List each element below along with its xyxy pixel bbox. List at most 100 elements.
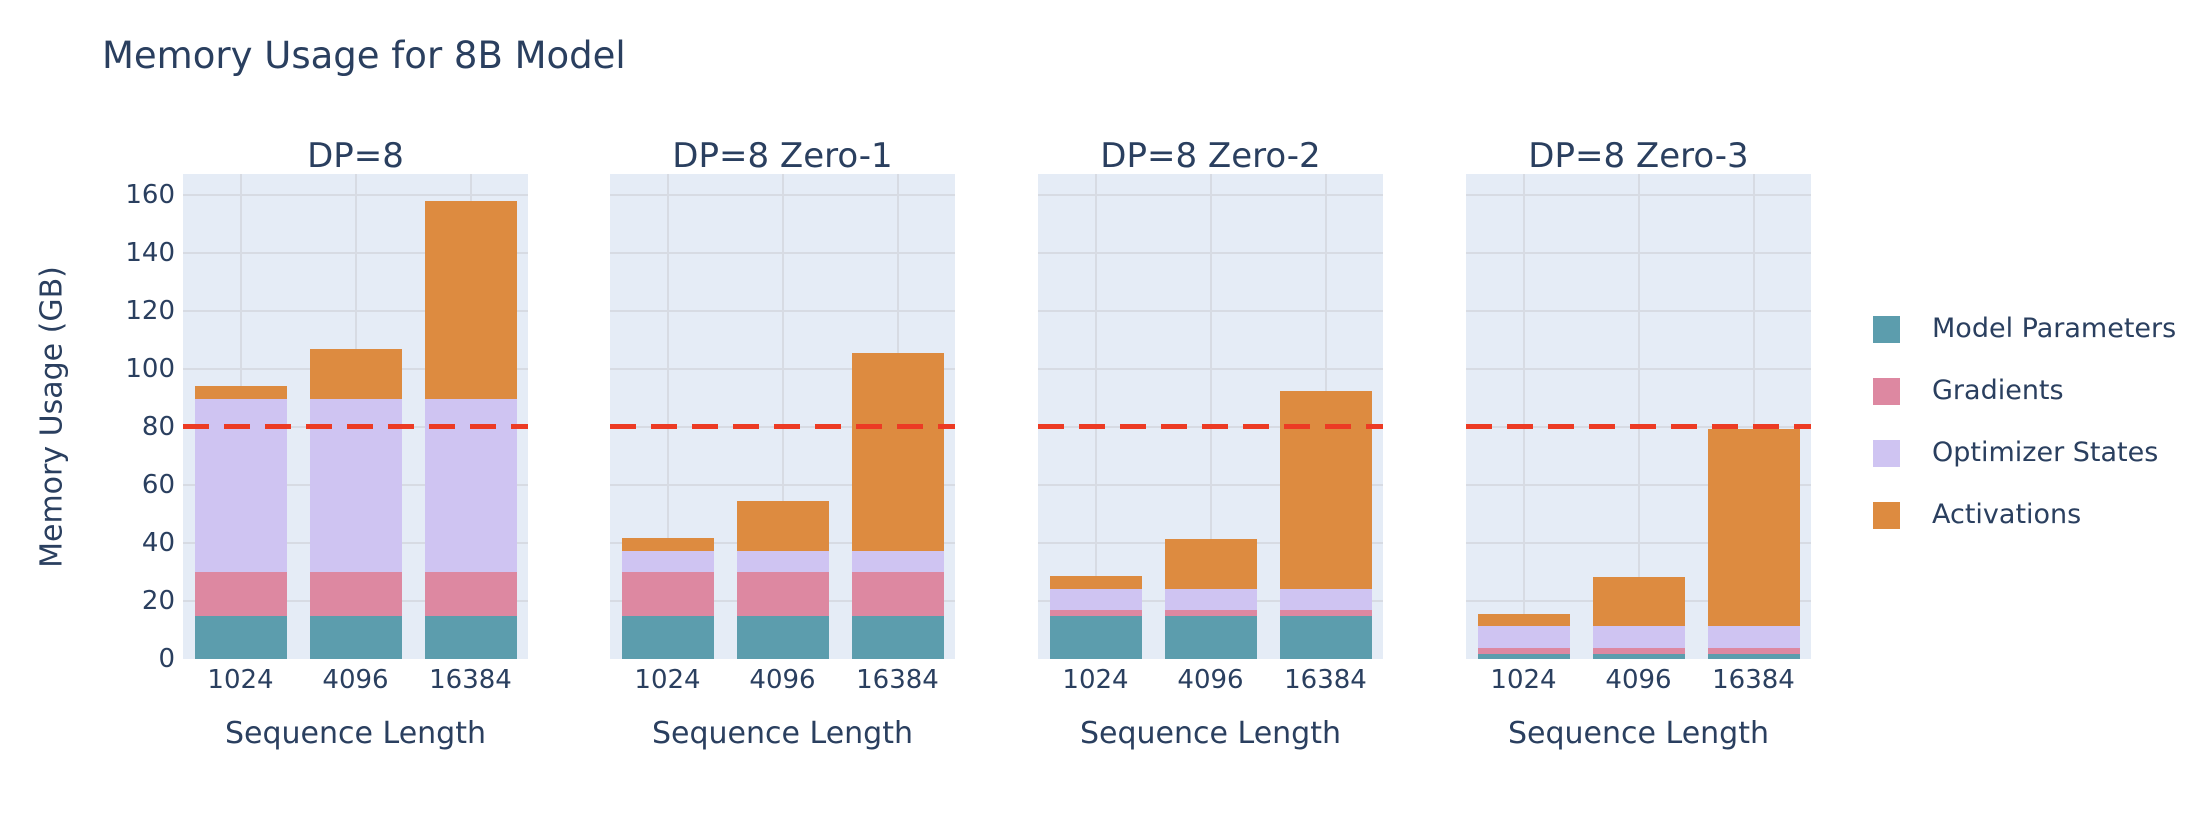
- horizontal-gridline-160: [1038, 194, 1383, 196]
- bar-segment-optimizer-states-16384: [1707, 626, 1800, 649]
- bar-segment-gradients-1024: [1477, 648, 1570, 654]
- vertical-gridline: [1752, 174, 1755, 659]
- legend-swatch-activations: [1873, 502, 1900, 529]
- bar-segment-model-parameters-1024: [194, 615, 287, 659]
- bar-segment-optimizer-states-1024: [621, 550, 714, 573]
- x-tick-label-4096: 4096: [322, 665, 389, 695]
- bar-segment-gradients-1024: [194, 572, 287, 616]
- bar-segment-gradients-4096: [736, 572, 829, 616]
- horizontal-gridline-120: [610, 310, 955, 312]
- bar-segment-gradients-1024: [1049, 610, 1142, 616]
- bar-segment-gradients-16384: [851, 572, 944, 616]
- bar-segment-activations-16384: [424, 200, 517, 399]
- x-axis-title-dp-8: Sequence Length: [225, 716, 486, 751]
- x-tick-label-1024: 1024: [634, 665, 701, 695]
- horizontal-gridline-120: [183, 310, 528, 312]
- bar-segment-model-parameters-4096: [1164, 615, 1257, 659]
- x-tick-label-16384: 16384: [856, 665, 939, 695]
- vertical-gridline: [781, 174, 784, 659]
- horizontal-gridline-140: [183, 252, 528, 254]
- threshold-line-80gb: [1466, 424, 1811, 429]
- threshold-line-80gb: [610, 424, 955, 429]
- bar-segment-activations-16384: [851, 352, 944, 551]
- horizontal-gridline-140: [1038, 252, 1383, 254]
- y-tick-label-0: 0: [158, 644, 175, 674]
- horizontal-gridline-100: [1038, 368, 1383, 370]
- bar-segment-optimizer-states-4096: [1592, 626, 1685, 649]
- x-tick-label-4096: 4096: [1177, 665, 1244, 695]
- legend-swatch-model-parameters: [1873, 316, 1900, 343]
- subplot-title-dp-8-zero-3: DP=8 Zero-3: [1528, 136, 1749, 176]
- bar-segment-gradients-16384: [1707, 648, 1800, 654]
- bar-segment-model-parameters-1024: [621, 615, 714, 659]
- bar-segment-model-parameters-1024: [1477, 653, 1570, 659]
- bar-segment-gradients-16384: [1279, 610, 1372, 616]
- y-tick-label-40: 40: [141, 528, 175, 558]
- legend-item-model-parameters[interactable]: Model Parameters: [1873, 313, 2203, 344]
- bar-segment-model-parameters-4096: [736, 615, 829, 659]
- bar-segment-optimizer-states-4096: [736, 550, 829, 573]
- legend-item-activations[interactable]: Activations: [1873, 501, 2203, 530]
- bar-segment-optimizer-states-16384: [851, 550, 944, 573]
- y-tick-label-60: 60: [141, 470, 175, 500]
- y-tick-label-120: 120: [125, 296, 175, 326]
- bar-segment-activations-4096: [1164, 539, 1257, 589]
- x-tick-label-16384: 16384: [429, 665, 512, 695]
- vertical-gridline: [1209, 174, 1212, 659]
- horizontal-gridline-160: [610, 194, 955, 196]
- bar-segment-activations-4096: [736, 501, 829, 551]
- threshold-line-80gb: [183, 424, 528, 429]
- horizontal-gridline-100: [1466, 368, 1811, 370]
- bar-segment-activations-4096: [1592, 576, 1685, 627]
- horizontal-gridline-160: [1466, 194, 1811, 196]
- x-tick-label-16384: 16384: [1284, 665, 1367, 695]
- threshold-line-80gb: [1038, 424, 1383, 429]
- plot-area-dp-8-zero-1: [610, 174, 955, 659]
- legend-label-model-parameters: Model Parameters: [1932, 313, 2177, 344]
- x-tick-label-16384: 16384: [1712, 665, 1795, 695]
- bar-segment-model-parameters-16384: [1707, 653, 1800, 659]
- bar-segment-gradients-1024: [621, 572, 714, 616]
- x-tick-label-4096: 4096: [749, 665, 816, 695]
- horizontal-gridline-120: [1466, 310, 1811, 312]
- bar-segment-gradients-4096: [1592, 648, 1685, 654]
- figure-title: Memory Usage for 8B Model: [102, 34, 626, 77]
- y-tick-label-80: 80: [141, 412, 175, 442]
- horizontal-gridline-120: [1038, 310, 1383, 312]
- bar-segment-gradients-4096: [1164, 610, 1257, 616]
- horizontal-gridline-160: [183, 194, 528, 196]
- legend-item-gradients[interactable]: Gradients: [1873, 375, 2203, 406]
- vertical-gridline: [1094, 174, 1097, 659]
- plot-area-dp-8: [183, 174, 528, 659]
- legend-item-optimizer-states[interactable]: Optimizer States: [1873, 439, 2203, 468]
- bar-segment-model-parameters-16384: [1279, 615, 1372, 659]
- x-tick-label-1024: 1024: [207, 665, 274, 695]
- horizontal-gridline-60: [610, 484, 955, 486]
- horizontal-gridline-60: [1466, 484, 1811, 486]
- vertical-gridline: [1637, 174, 1640, 659]
- horizontal-gridline-140: [1466, 252, 1811, 254]
- x-tick-label-1024: 1024: [1062, 665, 1129, 695]
- x-tick-label-1024: 1024: [1490, 665, 1557, 695]
- bar-segment-model-parameters-16384: [851, 615, 944, 659]
- bar-segment-activations-1024: [1049, 576, 1142, 589]
- subplot-title-dp-8-zero-1: DP=8 Zero-1: [672, 136, 893, 176]
- x-axis-title-dp-8-zero-1: Sequence Length: [652, 716, 913, 751]
- y-tick-label-100: 100: [125, 354, 175, 384]
- bar-segment-optimizer-states-1024: [1477, 626, 1570, 649]
- vertical-gridline: [666, 174, 669, 659]
- bar-segment-activations-1024: [621, 538, 714, 551]
- subplot-title-dp-8-zero-2: DP=8 Zero-2: [1100, 136, 1321, 176]
- horizontal-gridline-60: [1038, 484, 1383, 486]
- bar-segment-model-parameters-16384: [424, 615, 517, 659]
- y-tick-label-140: 140: [125, 238, 175, 268]
- y-tick-label-20: 20: [141, 586, 175, 616]
- legend-swatch-optimizer-states: [1873, 440, 1900, 467]
- legend-swatch-gradients: [1873, 378, 1900, 405]
- plot-area-dp-8-zero-2: [1038, 174, 1383, 659]
- bar-segment-optimizer-states-1024: [1049, 588, 1142, 611]
- x-axis-title-dp-8-zero-3: Sequence Length: [1508, 716, 1769, 751]
- legend-label-gradients: Gradients: [1932, 375, 2064, 406]
- bar-segment-activations-1024: [1477, 614, 1570, 627]
